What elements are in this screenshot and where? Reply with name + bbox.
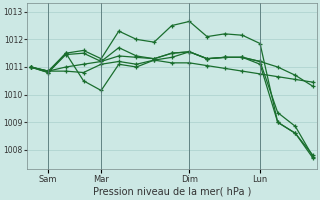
X-axis label: Pression niveau de la mer( hPa ): Pression niveau de la mer( hPa ) <box>92 187 251 197</box>
